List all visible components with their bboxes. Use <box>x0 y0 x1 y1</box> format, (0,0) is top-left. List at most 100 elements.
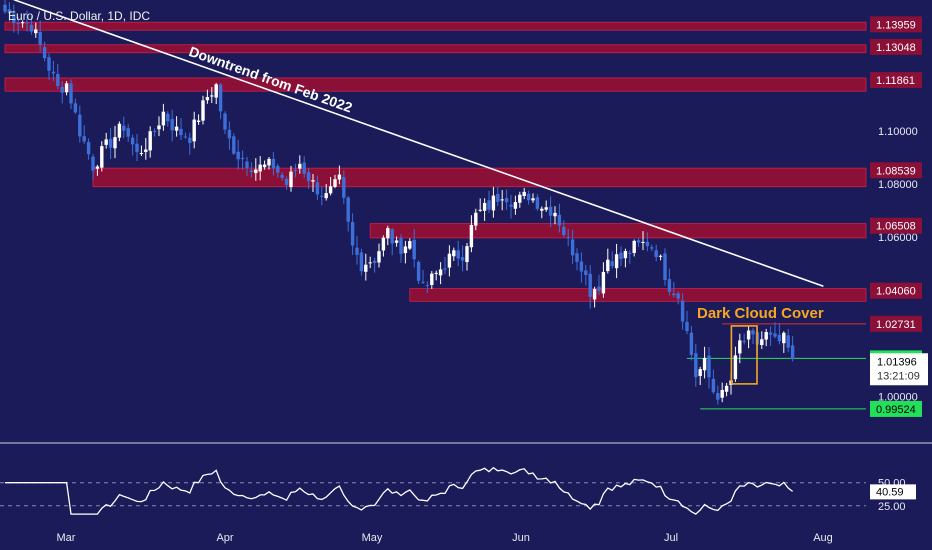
candle-body <box>302 162 306 174</box>
candle-body <box>100 146 104 168</box>
candle-body <box>619 252 623 260</box>
x-tick-label: May <box>362 532 383 544</box>
candle-body <box>474 212 478 226</box>
candle-body <box>201 100 205 121</box>
zone-price-badge <box>870 72 922 89</box>
candle-body <box>306 172 311 182</box>
candle-body <box>298 163 302 169</box>
candle-body <box>254 169 258 174</box>
candle-body <box>144 149 148 152</box>
candle-body <box>236 151 240 160</box>
candle-body <box>592 289 597 300</box>
candle-body <box>289 171 293 188</box>
candle-body <box>78 114 82 137</box>
candle-body <box>122 125 126 131</box>
candle-body <box>227 129 232 139</box>
candle-body <box>95 166 100 169</box>
candle-body <box>368 262 372 264</box>
candle-body <box>430 273 434 285</box>
candle-body <box>742 340 746 342</box>
candle-body <box>760 339 764 345</box>
candle-body <box>562 226 566 236</box>
candle-body <box>293 169 298 171</box>
candle-body <box>16 23 20 25</box>
candle-body <box>645 241 650 247</box>
candle-body <box>20 22 25 24</box>
candle-body <box>311 180 315 182</box>
candle-body <box>641 241 645 243</box>
candle-body <box>262 164 267 168</box>
candle-body <box>135 143 139 153</box>
candles <box>3 0 795 405</box>
candle-body <box>364 264 368 272</box>
zone-price-label: 1.11861 <box>876 75 915 87</box>
candle-body <box>271 158 276 169</box>
zone-price-badge <box>870 162 922 179</box>
candle-body <box>148 131 152 151</box>
candle-body <box>60 86 64 93</box>
rsi-value-box <box>870 484 916 500</box>
zone-price-label: 1.13959 <box>876 19 916 31</box>
candle-body <box>509 204 513 207</box>
candle-body <box>29 24 34 32</box>
candle-body <box>51 71 56 74</box>
candle-body <box>324 193 328 199</box>
candle-body <box>386 228 390 239</box>
candle-body <box>443 268 447 270</box>
candle-body <box>689 332 694 355</box>
candle-body <box>245 161 249 169</box>
x-tick-label: Jun <box>512 532 530 544</box>
candle-body <box>702 357 707 371</box>
candle-body <box>724 385 729 392</box>
candle-body <box>412 239 416 260</box>
zone-price-label: 1.06508 <box>876 221 916 233</box>
current-price: 1.01396 <box>877 356 917 368</box>
candle-body <box>192 119 196 142</box>
candle-body <box>214 84 218 98</box>
candle-body <box>465 246 469 263</box>
y-tick-label: 1.00000 <box>878 391 918 403</box>
candle-body <box>579 261 584 272</box>
candle-body <box>452 250 456 257</box>
candle-body <box>610 261 614 267</box>
candle-body <box>711 378 716 393</box>
candle-body <box>733 355 738 380</box>
resistance-zone <box>409 288 867 302</box>
candle-body <box>447 253 452 268</box>
candle-body <box>786 335 790 348</box>
candle-body <box>746 330 751 340</box>
candle-body <box>218 84 223 112</box>
candle-body <box>130 137 135 145</box>
candle-body <box>161 111 166 126</box>
level-price-label: 1.02731 <box>876 319 916 331</box>
candle-body <box>56 74 60 87</box>
level-price-badge <box>870 400 922 417</box>
resistance-zone <box>4 21 867 31</box>
candle-body <box>518 194 522 203</box>
candle-body <box>680 300 685 322</box>
candle-body <box>478 209 482 211</box>
candle-body <box>86 142 91 155</box>
candle-body <box>346 197 350 222</box>
resistance-zone <box>4 44 867 54</box>
x-tick-label: Jul <box>664 532 678 544</box>
candle-body <box>113 137 117 149</box>
candle-body <box>205 96 210 101</box>
candle-body <box>157 125 161 130</box>
candle-body <box>91 156 95 171</box>
candle-body <box>694 353 698 378</box>
pattern-group: Dark Cloud Cover <box>697 305 824 385</box>
x-tick-label: Mar <box>57 532 76 544</box>
candle-body <box>566 237 570 239</box>
candle-body <box>504 198 509 203</box>
level-price-label: 0.99524 <box>876 404 916 416</box>
candle-body <box>531 198 535 201</box>
pattern-label: Dark Cloud Cover <box>697 305 824 322</box>
zone-price-badge <box>870 16 922 33</box>
candle-body <box>232 136 236 154</box>
candle-body <box>377 251 381 263</box>
rsi-label-25: 25.00 <box>878 501 906 513</box>
pattern-box <box>730 325 758 385</box>
countdown: 13:21:09 <box>877 370 920 382</box>
